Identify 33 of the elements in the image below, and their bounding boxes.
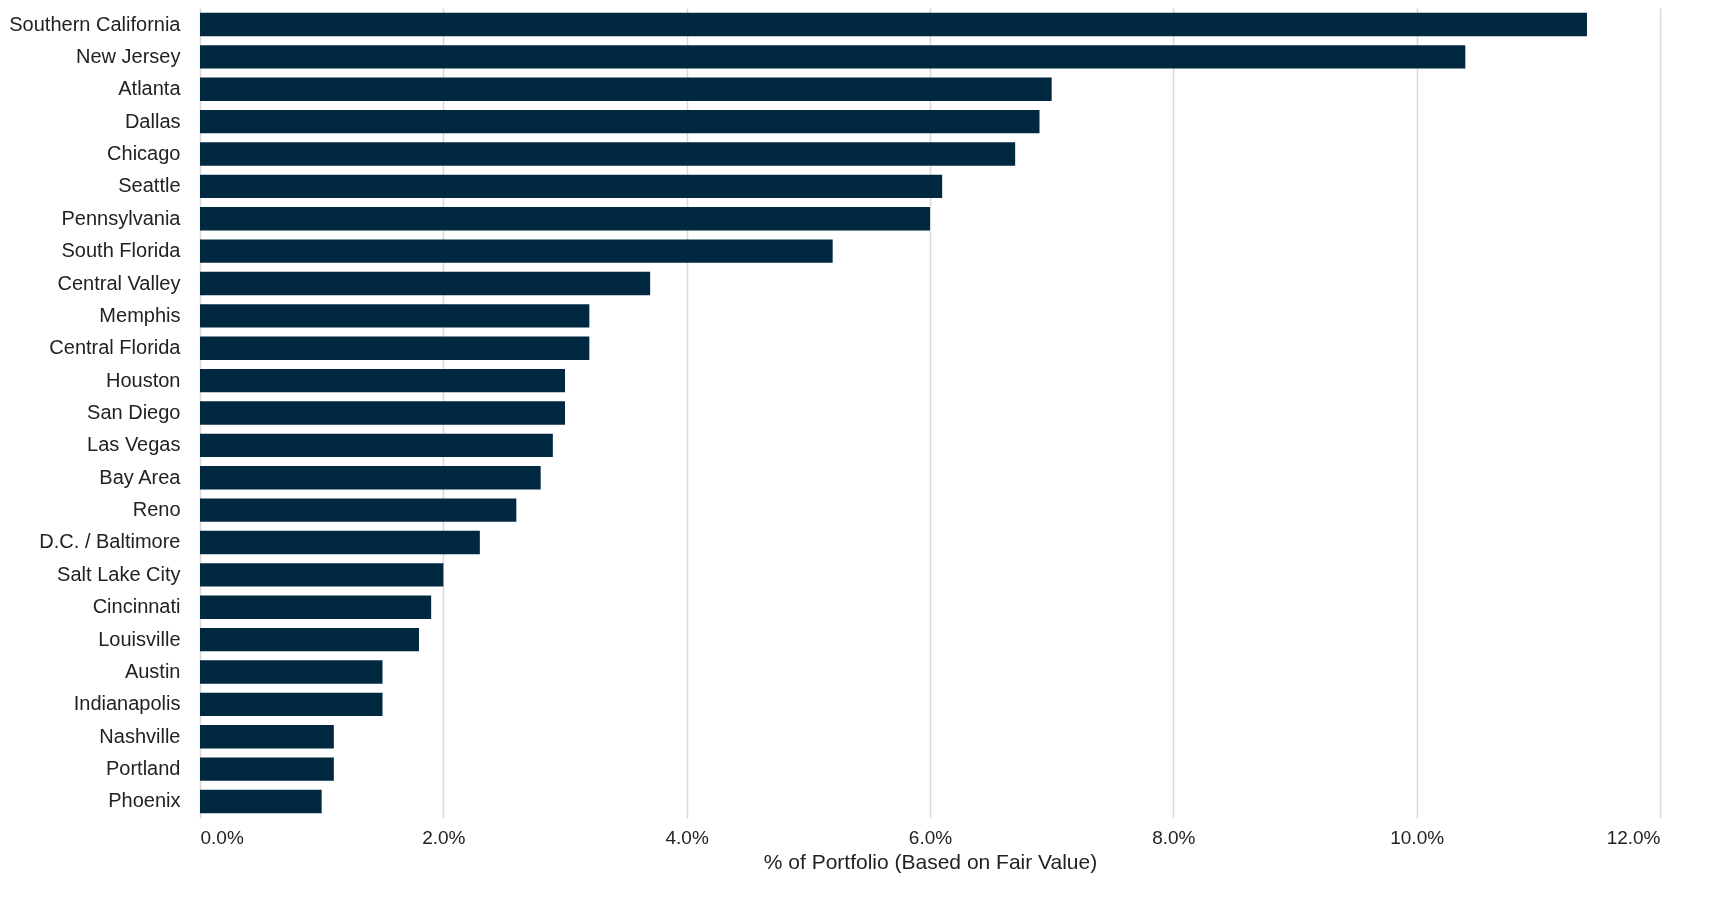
y-tick-label: Memphis xyxy=(99,303,181,326)
y-tick-label: Reno xyxy=(132,498,181,521)
y-tick-label: Central Florida xyxy=(49,336,182,359)
y-tick-label: Louisville xyxy=(98,627,181,650)
y-tick-label: Nashville xyxy=(99,724,181,747)
x-tick-label: 10.0% xyxy=(1390,826,1445,848)
y-tick-label: Seattle xyxy=(118,174,181,197)
y-tick-label: Indianapolis xyxy=(73,692,181,715)
y-tick-label: Phoenix xyxy=(108,789,181,812)
y-tick-label: Houston xyxy=(106,368,181,391)
x-axis-title: % of Portfolio (Based on Fair Value) xyxy=(763,849,1098,873)
y-tick-label: Atlanta xyxy=(118,77,182,100)
y-tick-label: Austin xyxy=(124,659,181,682)
y-tick-label: San Diego xyxy=(87,401,181,423)
x-tick-label: 6.0% xyxy=(908,826,953,848)
y-tick-label: Salt Lake City xyxy=(57,562,181,585)
x-tick-label: 12.0% xyxy=(1606,826,1661,848)
x-tick-label: 8.0% xyxy=(1152,826,1196,848)
y-tick-label: South Florida xyxy=(61,239,182,262)
y-tick-label: Portland xyxy=(106,757,181,780)
x-tick-label: 2.0% xyxy=(422,826,466,848)
y-tick-label: Southern California xyxy=(9,12,182,35)
y-tick-label: Las Vegas xyxy=(87,433,181,456)
y-tick-label: D.C. / Baltimore xyxy=(39,530,181,553)
y-tick-label: Dallas xyxy=(124,109,181,132)
x-tick-label: 0.0% xyxy=(200,826,244,848)
y-tick-label: Cincinnati xyxy=(92,595,181,618)
y-tick-label: Pennsylvania xyxy=(61,206,182,229)
y-tick-label: Bay Area xyxy=(99,465,182,488)
x-tick-label: 4.0% xyxy=(665,826,709,848)
y-tick-label: Chicago xyxy=(107,142,181,165)
y-tick-label: New Jersey xyxy=(76,44,181,67)
y-tick-label: Central Valley xyxy=(57,271,181,294)
